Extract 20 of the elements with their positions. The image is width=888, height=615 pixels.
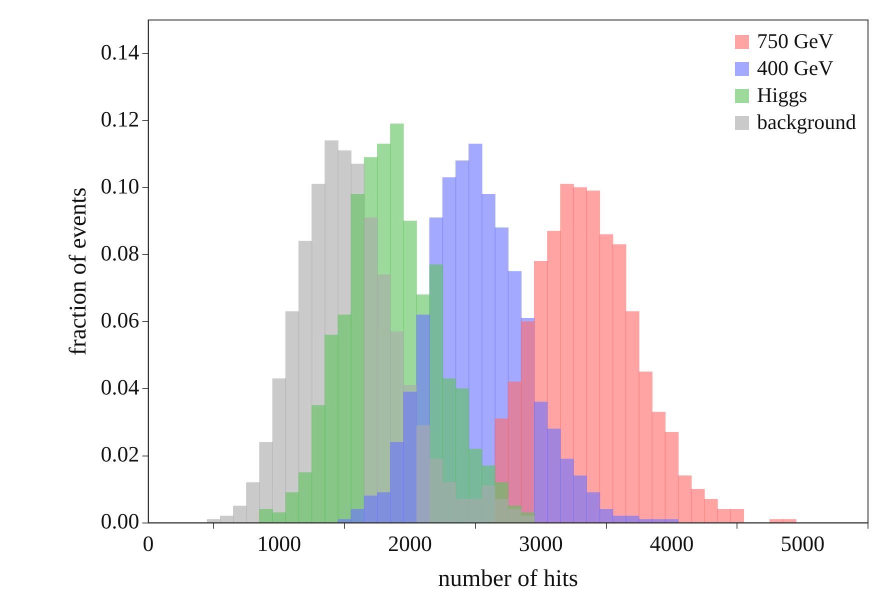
- y-tick-label: 0.14: [100, 39, 140, 64]
- y-tick-label: 0.06: [100, 307, 140, 332]
- legend-label: 750 GeV: [757, 28, 834, 55]
- x-tick-label: 5000: [780, 530, 825, 556]
- y-tick-label: 0.04: [100, 374, 140, 400]
- legend-label: background: [757, 109, 856, 136]
- y-tick-label: 0.08: [100, 240, 140, 266]
- x-axis-title: number of hits: [438, 566, 578, 592]
- x-tick-label: 0: [142, 530, 154, 556]
- x-tick-label: 1000: [257, 530, 302, 556]
- y-tick-label: 0.00: [100, 508, 140, 534]
- x-tick-label: 4000: [650, 530, 694, 556]
- y-tick-label: 0.10: [100, 173, 140, 198]
- x-tick-label: 3000: [518, 530, 563, 556]
- y-tick-label: 0.02: [100, 442, 140, 467]
- legend-label: Higgs: [757, 82, 808, 109]
- x-tick-label: 2000: [388, 530, 432, 556]
- y-axis-title: fraction of events: [66, 187, 92, 356]
- y-tick-label: 0.12: [100, 106, 140, 132]
- legend-label: 400 GeV: [757, 55, 834, 82]
